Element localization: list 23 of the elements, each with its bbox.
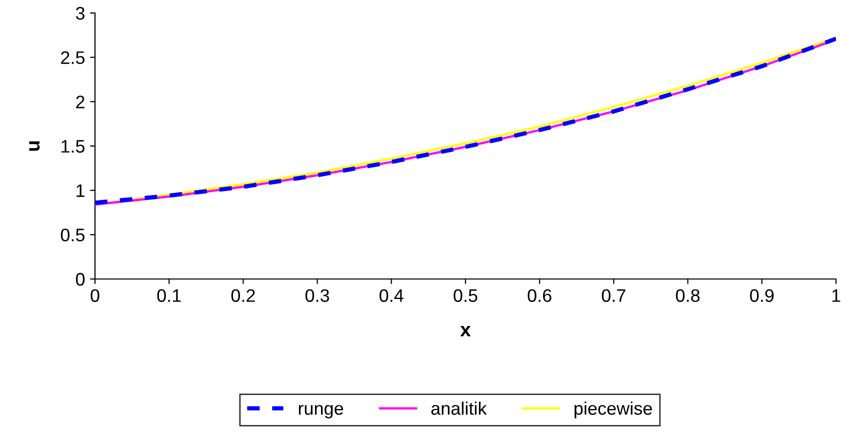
x-tick-label: 1 <box>832 289 840 302</box>
x-tick-label: 0.3 <box>305 289 330 302</box>
x-axis-title: x <box>460 326 471 336</box>
x-tick-label: 0.4 <box>380 289 404 302</box>
y-tick-label: 2 <box>76 96 84 108</box>
x-tick-label: 0.2 <box>231 289 255 302</box>
legend-label: runge <box>298 404 344 418</box>
x-tick-label: 0 <box>90 289 100 302</box>
x-tick-label: 0.1 <box>157 289 181 302</box>
y-tick-label: 0 <box>76 272 85 286</box>
x-tick-label: 0.9 <box>750 289 774 302</box>
x-tick-label: 0.7 <box>602 289 626 302</box>
y-tick-label: 1.5 <box>62 140 85 153</box>
y-tick-label: 3 <box>76 6 84 20</box>
x-tick-label: 0.6 <box>528 289 552 302</box>
x-tick-label: 0.8 <box>676 289 700 302</box>
legend-label: piecewise <box>574 402 652 418</box>
x-tick-label: 0.5 <box>454 289 478 302</box>
y-axis-title: u <box>29 141 40 151</box>
y-tick-label: 2.5 <box>61 51 85 64</box>
legend-label: analitik <box>431 402 487 415</box>
y-tick-label: 1 <box>76 184 84 197</box>
y-tick-label: 0.5 <box>60 228 85 242</box>
